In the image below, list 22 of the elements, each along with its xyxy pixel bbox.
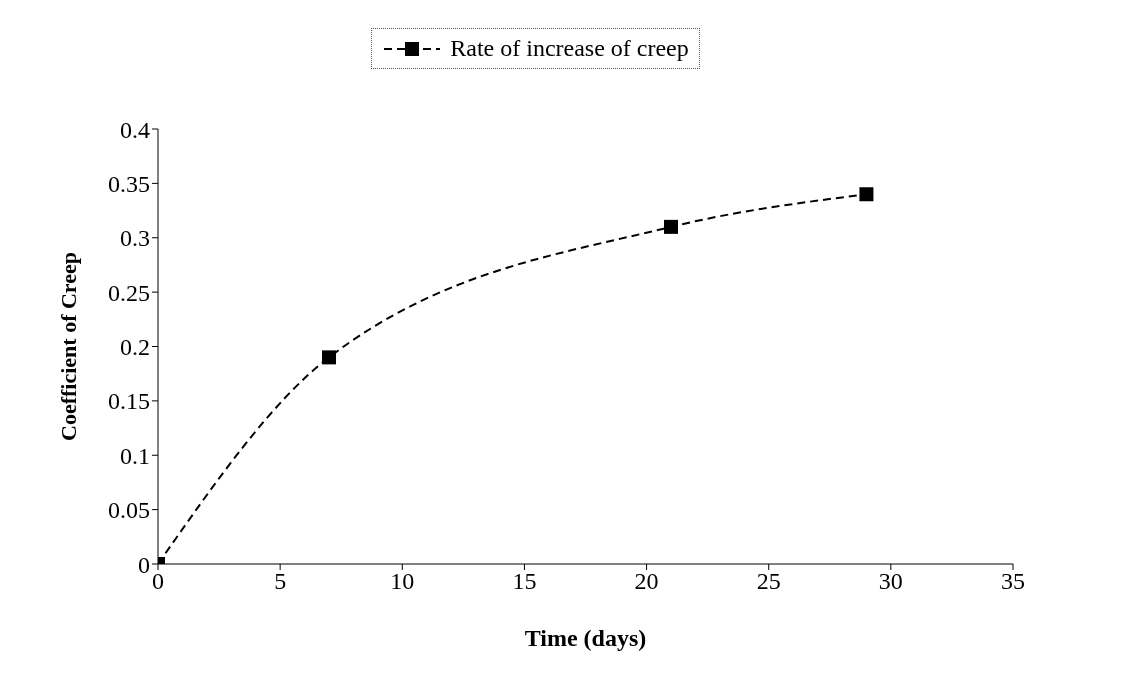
y-tick-label: 0.35 — [108, 170, 150, 197]
y-tick-label: 0.4 — [120, 116, 150, 143]
point — [664, 219, 678, 234]
point — [322, 350, 336, 365]
y-tick-label: 0.05 — [108, 497, 150, 524]
y-tick-label: 0.3 — [120, 225, 150, 252]
y-tick-label: 0.2 — [120, 334, 150, 361]
y-tick-label: 0 — [138, 551, 150, 578]
x-tick-label: 5 — [274, 568, 287, 595]
x-tick-label: 10 — [390, 568, 415, 595]
y-tick-label: 0.25 — [108, 279, 150, 306]
x-tick-label: 30 — [878, 568, 903, 595]
x-tick-label: 35 — [1001, 568, 1025, 595]
y-tick-label: 0.1 — [120, 442, 150, 469]
y-axis-title: Coefficient of Creep — [55, 252, 81, 441]
x-tick-label: 20 — [634, 568, 659, 595]
x-tick-label: 15 — [512, 568, 537, 595]
x-axis-title: Time (days) — [524, 625, 647, 651]
x-tick-label: 25 — [756, 568, 781, 595]
y-tick-label: 0.15 — [108, 388, 150, 415]
legend-label: Rate of increase of creep — [450, 35, 689, 62]
point — [859, 187, 874, 202]
